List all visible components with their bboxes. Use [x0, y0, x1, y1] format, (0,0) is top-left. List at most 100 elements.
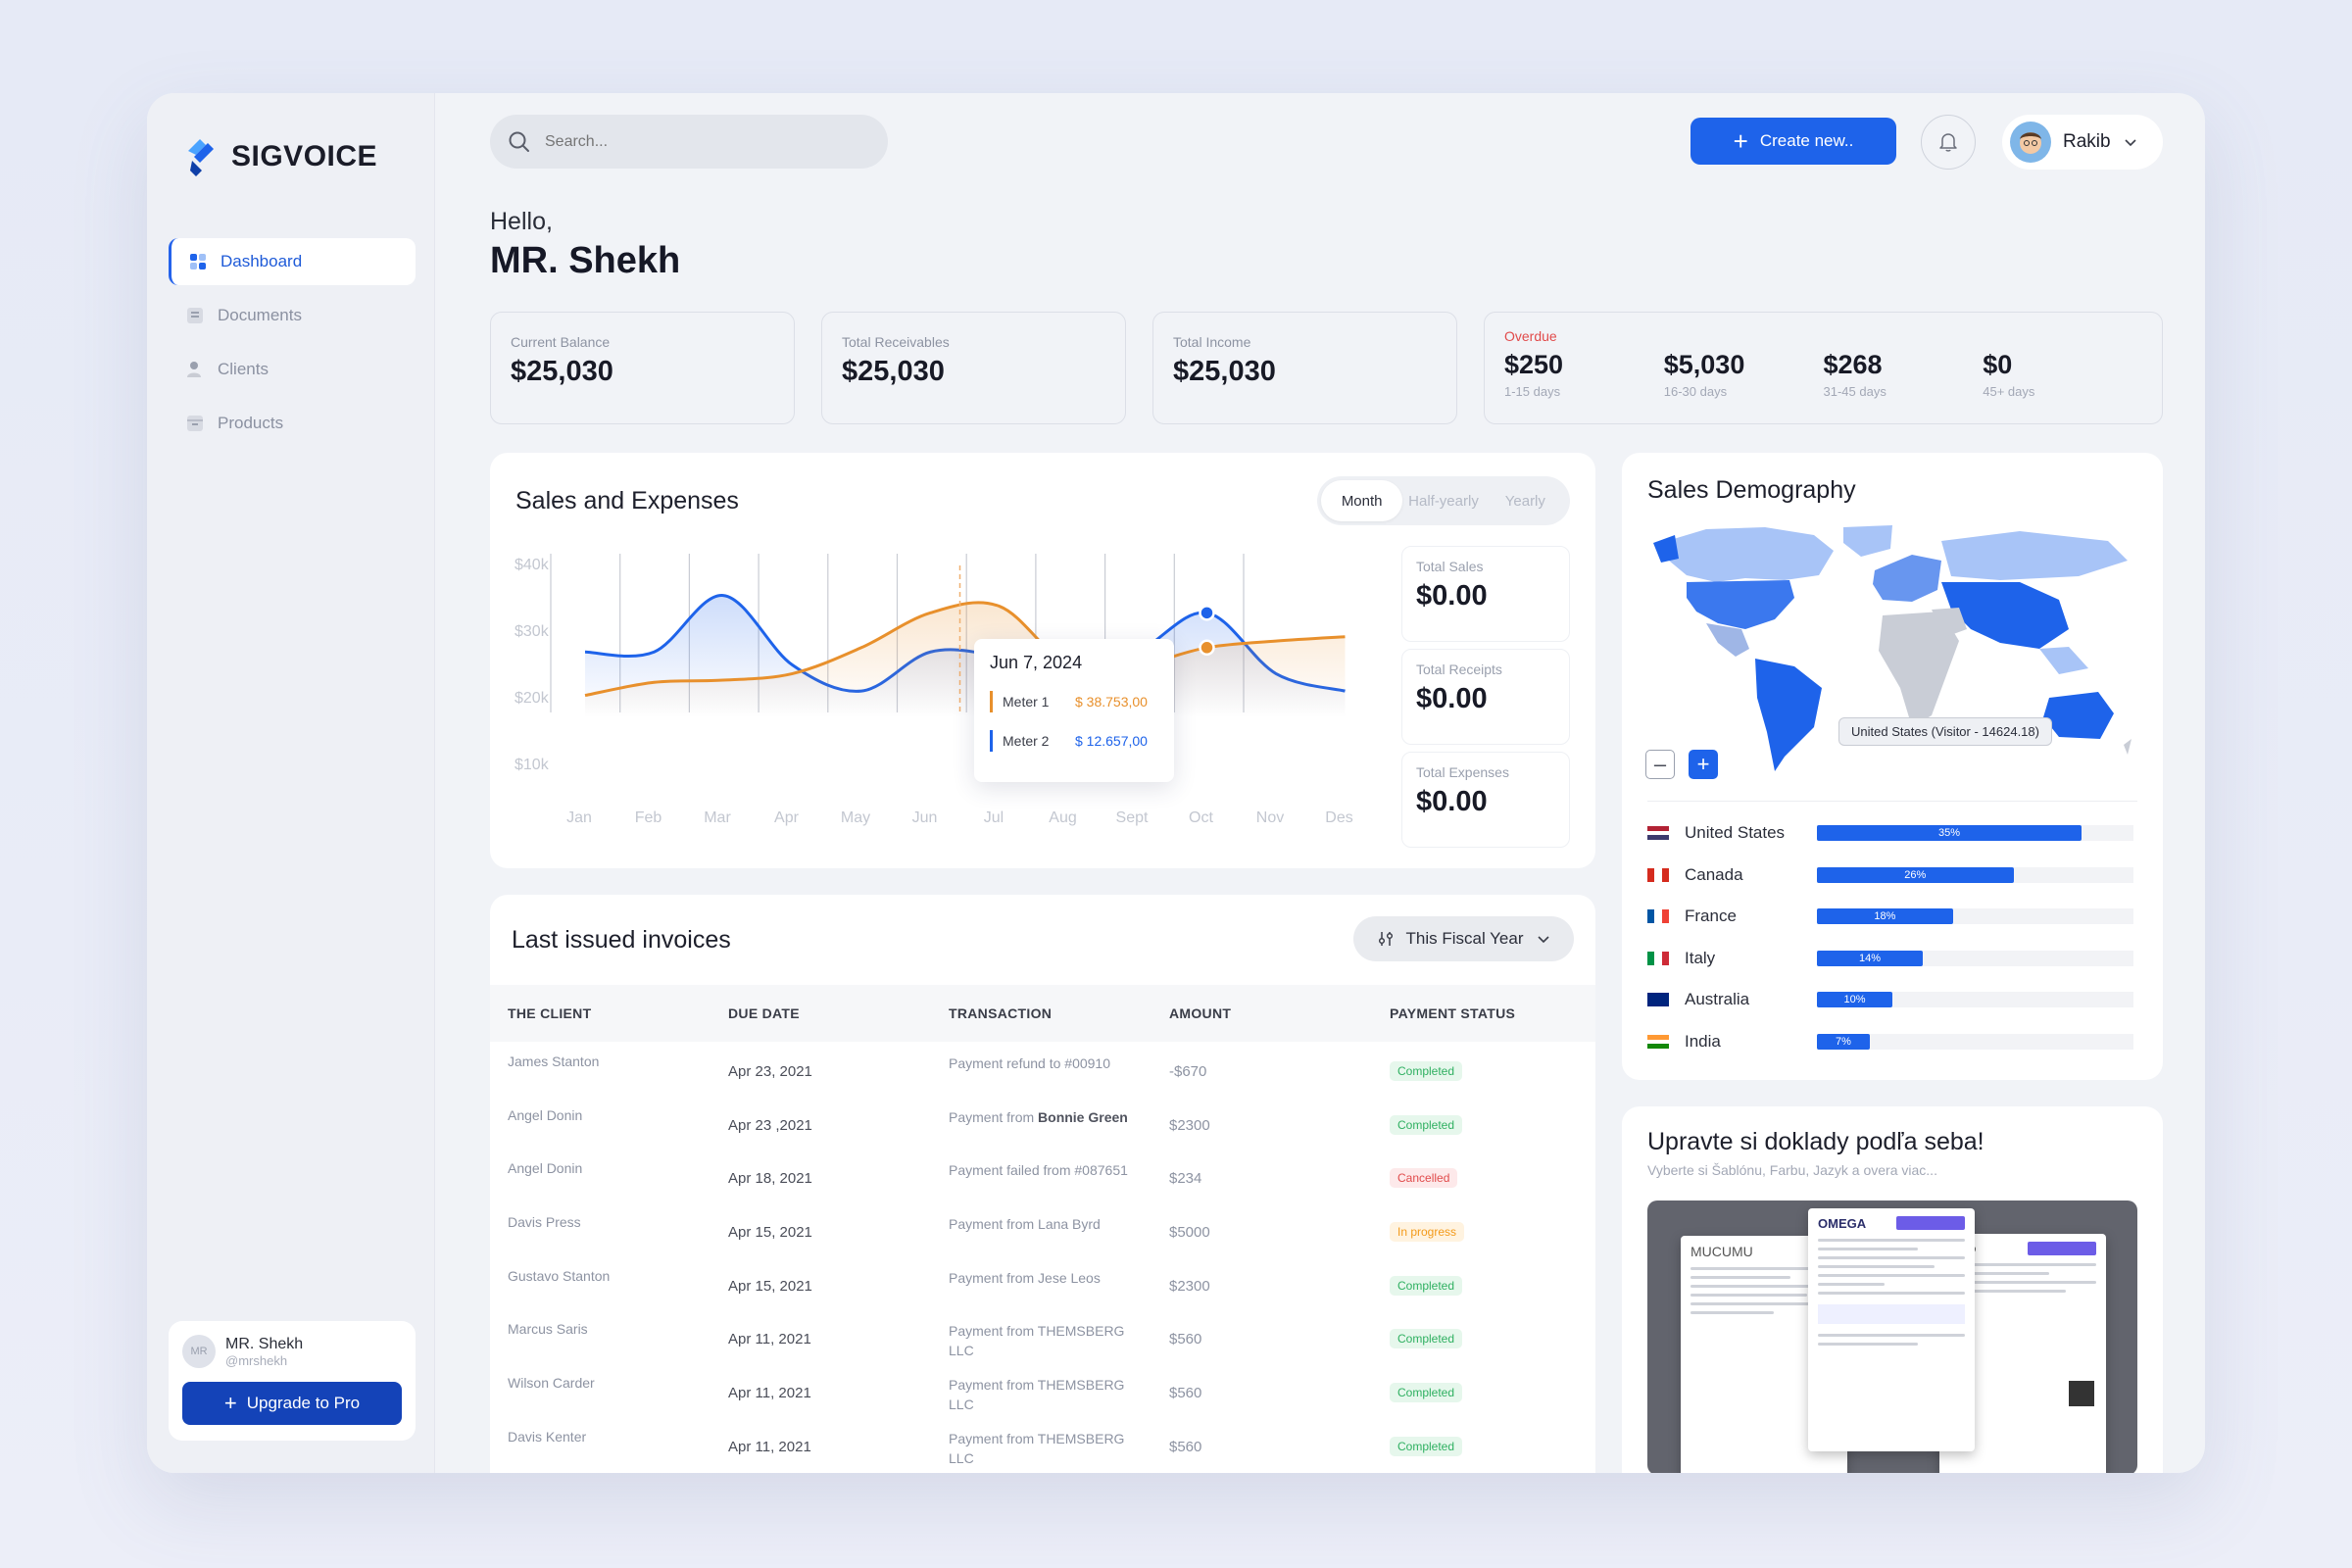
flag-in-icon	[1647, 1035, 1669, 1050]
tx-bold: Bonnie Green	[1038, 1108, 1128, 1125]
cell-due-date: Apr 23 ,2021	[728, 1116, 812, 1134]
plus-icon: +	[223, 1391, 237, 1415]
map-region-russia[interactable]	[1941, 531, 2128, 580]
tx-text: Payment from THEMSBERG LLC	[949, 1430, 1125, 1466]
x-tick-label: Nov	[1256, 809, 1284, 826]
cell-status: Completed	[1372, 1363, 1595, 1417]
column-header-payment-status[interactable]: PAYMENT STATUS	[1390, 1005, 1516, 1021]
progress-label: 26%	[1904, 868, 1927, 881]
cell-client: James Stanton	[508, 1054, 600, 1069]
sidebar-item-documents[interactable]: Documents	[169, 292, 416, 339]
tab-month[interactable]: Month	[1321, 480, 1403, 521]
table-row[interactable]: Gustavo Stanton Apr 15, 2021 Payment fro…	[490, 1256, 1595, 1310]
sidebar-item-dashboard[interactable]: Dashboard	[169, 238, 416, 285]
table-row[interactable]: Angel Donin Apr 23 ,2021 Payment from Bo…	[490, 1096, 1595, 1150]
table-row[interactable]: Davis Kenter Apr 11, 2021 Payment from T…	[490, 1417, 1595, 1471]
cell-client: Davis Press	[508, 1214, 581, 1231]
stat-card-overdue: Overdue $250 1-15 days $5,030 16-30 days $…	[1484, 312, 2163, 424]
promo-panel: Upravte si doklady podľa seba! Vyberte s…	[1622, 1106, 2163, 1473]
tx-text: Payment refund to #00910	[949, 1055, 1111, 1071]
map-region-australia[interactable]	[2043, 692, 2114, 739]
map-region-africa[interactable]	[1879, 612, 1959, 727]
status-badge: Completed	[1390, 1383, 1463, 1403]
progress-label: 14%	[1858, 952, 1882, 964]
create-new-button[interactable]: + Create new..	[1690, 118, 1896, 165]
map-region-greenland[interactable]	[1843, 525, 1892, 557]
tab-half-yearly[interactable]: Half-yearly	[1408, 492, 1479, 510]
column-header-transaction[interactable]: TRANSACTION	[949, 1005, 1053, 1021]
column-header-client[interactable]: THE CLIENT	[508, 1005, 592, 1021]
x-tick-label: Oct	[1189, 809, 1213, 826]
box-icon	[187, 416, 203, 431]
stat-card-current-balance: Current Balance $25,030	[490, 312, 795, 424]
map-region-middle-east[interactable]	[1932, 608, 1967, 637]
chevron-down-icon	[2125, 139, 2136, 147]
map-tooltip: United States (Visitor - 14624.18)	[1838, 717, 2052, 746]
progress-track: 10%	[1817, 992, 2133, 1008]
x-tick-label: Des	[1325, 809, 1352, 826]
stat-card-total-receivables: Total Receivables $25,030	[821, 312, 1126, 424]
map-region-mexico[interactable]	[1706, 623, 1749, 657]
zoom-out-button[interactable]: –	[1645, 750, 1675, 779]
create-new-label: Create new..	[1759, 131, 1854, 150]
map-region-usa[interactable]	[1687, 580, 1794, 629]
progress-track: 18%	[1817, 908, 2133, 925]
map-region-canada[interactable]	[1667, 527, 1834, 582]
cell-transaction: Payment failed from #087651	[931, 1149, 1152, 1202]
zoom-in-button[interactable]: +	[1689, 750, 1718, 779]
data-point-marker[interactable]	[1199, 605, 1215, 621]
notifications-button[interactable]	[1921, 115, 1976, 170]
sidebar-item-label: Products	[218, 414, 284, 432]
cell-transaction: Payment from THEMSBERG LLC	[931, 1363, 1152, 1417]
demography-panel: Sales Demography United States (Visitor …	[1622, 453, 2163, 1080]
table-row[interactable]: Angel Donin Apr 18, 2021 Payment failed …	[490, 1149, 1595, 1202]
x-tick-label: Jul	[984, 809, 1004, 826]
brand[interactable]: SIGVOICE	[184, 137, 377, 176]
profile-menu[interactable]: Rakib	[2002, 115, 2163, 170]
x-tick-label: May	[841, 809, 870, 826]
meter1-swatch	[990, 691, 993, 712]
overdue-range: 45+ days	[1983, 384, 2035, 399]
table-row[interactable]: Davis Press Apr 15, 2021 Payment from La…	[490, 1202, 1595, 1256]
flag-fr-icon	[1647, 909, 1669, 924]
progress-label: 7%	[1836, 1036, 1851, 1048]
x-tick-label: Jan	[566, 809, 592, 826]
country-name: Italy	[1685, 948, 1716, 967]
table-row[interactable]: Marcus Saris Apr 11, 2021 Payment from T…	[490, 1309, 1595, 1363]
sales-chart: $40k $30k $20k $10k Jan Feb Mar Apr May Jun Jul Aug…	[514, 554, 1353, 826]
map-region-alaska[interactable]	[1653, 535, 1679, 563]
upgrade-button[interactable]: + Upgrade to Pro	[182, 1382, 402, 1425]
progress-label: 10%	[1843, 994, 1866, 1006]
sidebar-item-label: Dashboard	[220, 252, 303, 270]
map-region-southeast-asia[interactable]	[2039, 647, 2088, 674]
status-badge: In progress	[1390, 1222, 1465, 1243]
search-bar[interactable]	[490, 115, 888, 169]
avatar[interactable]: MR	[182, 1335, 216, 1368]
fiscal-year-filter[interactable]: This Fiscal Year	[1353, 916, 1574, 961]
x-tick-label: Apr	[774, 809, 800, 826]
promo-subtitle: Vyberte si Šablónu, Farbu, Jazyk a overa…	[1647, 1162, 1937, 1178]
map-region-new-zealand[interactable]	[2124, 739, 2132, 755]
template-doc-2: OMEGA	[1808, 1208, 1975, 1451]
cell-amount: $2300	[1169, 1277, 1210, 1295]
table-row[interactable]: Wilson Carder Apr 11, 2021 Payment from …	[490, 1363, 1595, 1417]
tx-text: Payment from Lana Byrd	[949, 1216, 1101, 1233]
template-preview[interactable]: MUCUMU ntoro OMEGA	[1647, 1200, 2137, 1473]
map-region-asia[interactable]	[1941, 582, 2069, 649]
column-header-due-date[interactable]: DUE DATE	[728, 1005, 800, 1021]
table-row[interactable]: James Stanton Apr 23, 2021 Payment refun…	[490, 1042, 1595, 1096]
sidebar-item-clients[interactable]: Clients	[169, 346, 416, 393]
stat-label: Current Balance	[511, 334, 611, 350]
status-badge: Cancelled	[1390, 1168, 1458, 1189]
map-region-south-america[interactable]	[1755, 659, 1822, 771]
sidebar-item-products[interactable]: Products	[169, 400, 416, 447]
search-input[interactable]	[545, 132, 839, 151]
tab-yearly[interactable]: Yearly	[1504, 492, 1545, 510]
doc-brand: MUCUMU	[1690, 1244, 1753, 1259]
data-point-marker[interactable]	[1199, 639, 1215, 657]
world-map[interactable]	[1647, 521, 2137, 776]
kpi-label: Total Receipts	[1416, 662, 1502, 677]
map-region-europe[interactable]	[1873, 555, 1941, 602]
column-header-amount[interactable]: AMOUNT	[1169, 1005, 1232, 1021]
country-name: Australia	[1685, 990, 1750, 1009]
